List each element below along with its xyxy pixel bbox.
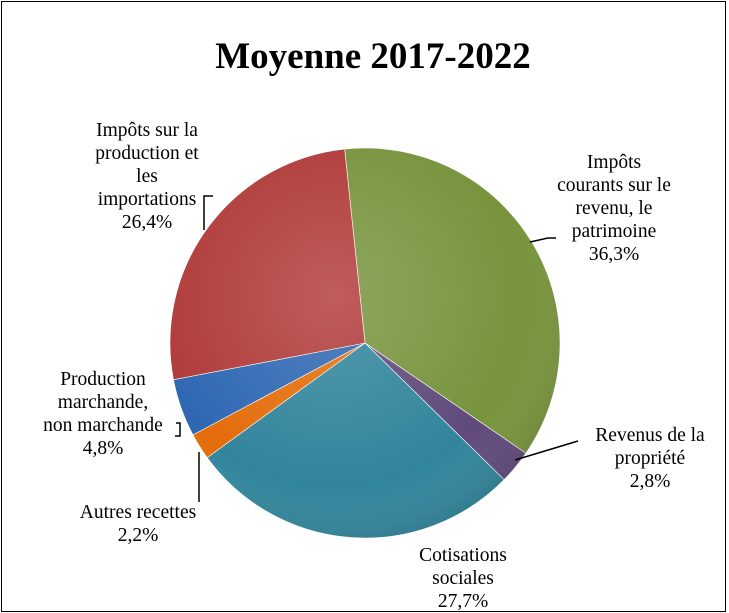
slice-label-3: Autres recettes 2,2% (80, 502, 196, 546)
slice-label-2: Cotisations sociales 27,7% (419, 545, 507, 612)
leader-line-4 (175, 423, 180, 436)
slice-label-line: Impôts sur la (96, 120, 198, 141)
slice-label-line: marchande, (58, 392, 148, 413)
slice-label-0: Impôts courants sur le revenu, le patrimoin… (557, 152, 671, 265)
slice-label-4: Production marchande, non marchande 4,8% (43, 369, 163, 459)
slice-label-line: Cotisations (419, 545, 507, 566)
chart-title: Moyenne 2017-2022 (215, 36, 531, 77)
slice-label-5: Impôts sur la production et les importation… (95, 120, 199, 233)
slice-label-line: production et (95, 143, 199, 164)
slice-label-line: Revenus de la (595, 425, 705, 446)
slice-label-line: patrimoine (572, 221, 656, 242)
slice-label-line: Impôts (587, 152, 641, 173)
slice-label-line: Production (60, 369, 146, 390)
slice-label-1: Revenus de la propriété 2,8% (595, 425, 705, 492)
slice-value-label: 4,8% (83, 438, 124, 459)
slice-value-label: 27,7% (438, 591, 488, 612)
leader-line-0 (530, 238, 556, 242)
slice-label-line: propriété (615, 448, 685, 469)
slice-value-label: 2,2% (118, 525, 159, 546)
slice-value-label: 36,3% (589, 244, 639, 265)
pie-slice-5 (170, 149, 365, 380)
slice-value-label: 2,8% (630, 471, 671, 492)
slice-label-line: sociales (432, 568, 494, 589)
slice-label-line: courants sur le (557, 175, 671, 196)
slice-label-line: les (136, 166, 158, 187)
slice-label-line: revenu, le (576, 198, 653, 219)
slice-label-line: importations (98, 189, 197, 210)
slice-label-line: non marchande (43, 415, 163, 436)
slice-value-label: 26,4% (122, 212, 172, 233)
slice-label-line: Autres recettes (80, 502, 196, 523)
